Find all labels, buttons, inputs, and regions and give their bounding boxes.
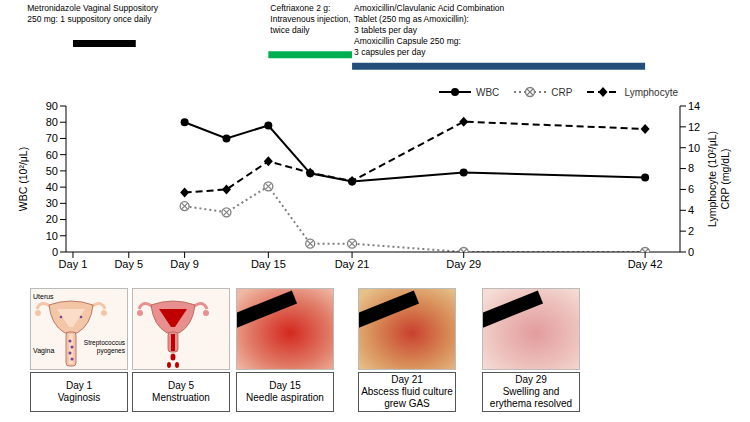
svg-text:30: 30 [46, 197, 58, 209]
html-text:Needle aspiration: Needle aspiration [246, 392, 324, 403]
html-text:Lymphocyte: Lymphocyte [624, 86, 678, 98]
svg-text:90: 90 [46, 100, 58, 112]
svg-text:0: 0 [52, 246, 58, 258]
svg-text:12: 12 [688, 121, 700, 133]
html-text:Day 5: Day 5 [167, 380, 195, 391]
svg-text:2: 2 [688, 225, 694, 237]
svg-text:0: 0 [688, 246, 694, 258]
svg-text:Day 29: Day 29 [446, 258, 481, 270]
svg-text:Lymphocyte (10²/μL): Lymphocyte (10²/μL) [706, 131, 718, 227]
svg-text:CRP (mg/dL): CRP (mg/dL) [719, 148, 731, 209]
svg-text:40: 40 [46, 181, 58, 193]
svg-text:60: 60 [46, 149, 58, 161]
html-text:CRP: CRP [551, 86, 573, 98]
svg-text:Day 21: Day 21 [335, 258, 370, 270]
svg-text:14: 14 [688, 100, 700, 112]
svg-text:80: 80 [46, 116, 58, 128]
svg-text:WBC (10²/μL): WBC (10²/μL) [17, 147, 29, 211]
html-text:Day 29: Day 29 [515, 374, 547, 385]
svg-text:70: 70 [46, 132, 58, 144]
svg-text:Streptococcuspyogenes: Streptococcuspyogenes [84, 339, 126, 355]
svg-text:Metronidazole Vaginal Supposit: Metronidazole Vaginal Suppository250 mg:… [27, 3, 158, 24]
svg-text:Day 15: Day 15 [251, 258, 286, 270]
svg-text:Vagina: Vagina [33, 347, 54, 355]
html-text:Menstruation: Menstruation [152, 392, 210, 403]
svg-text:Day 1: Day 1 [59, 258, 88, 270]
svg-text:10: 10 [688, 142, 700, 154]
svg-text:Day 5: Day 5 [114, 258, 143, 270]
html-text:Abscess fluid culture grew GAS: Abscess fluid culture grew GAS [361, 386, 453, 409]
svg-text:20: 20 [46, 213, 58, 225]
html-text:WBC: WBC [476, 86, 500, 98]
svg-text:6: 6 [688, 183, 694, 195]
svg-text:Uterus: Uterus [33, 293, 54, 300]
html-text:Vaginosis: Vaginosis [57, 392, 101, 403]
svg-text:8: 8 [688, 162, 694, 174]
svg-text:4: 4 [688, 204, 694, 216]
html-text:Swelling and erythema resolved: Swelling and erythema resolved [489, 386, 573, 409]
svg-text:Amoxicillin/Clavulanic Acid Co: Amoxicillin/Clavulanic Acid CombinationT… [354, 3, 505, 57]
html-text:Day 15: Day 15 [269, 380, 301, 391]
html-text:Day 21: Day 21 [391, 374, 423, 385]
svg-text:Day 42: Day 42 [628, 258, 663, 270]
svg-text:Day 9: Day 9 [170, 258, 199, 270]
svg-text:10: 10 [46, 230, 58, 242]
html-text:Day 1: Day 1 [65, 380, 93, 391]
svg-text:50: 50 [46, 165, 58, 177]
svg-text:Ceftriaxone 2 g:Intravenous in: Ceftriaxone 2 g:Intravenous injection,tw… [270, 3, 350, 35]
